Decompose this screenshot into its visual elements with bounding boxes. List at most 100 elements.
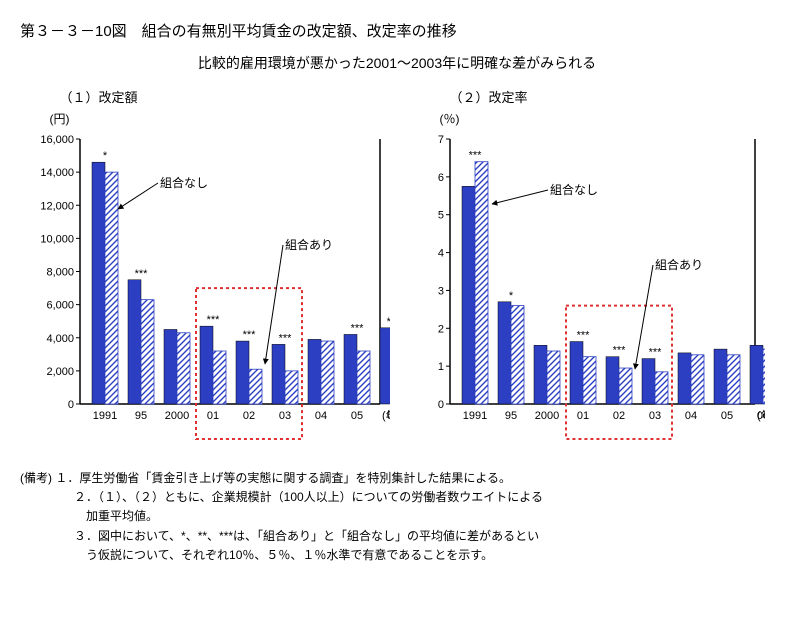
bar-without bbox=[141, 300, 154, 404]
bar-with bbox=[534, 345, 547, 404]
bar-without bbox=[727, 355, 740, 404]
bar-without bbox=[547, 351, 560, 404]
bar-without bbox=[285, 371, 298, 404]
bar-with bbox=[380, 328, 390, 404]
sig-marker: * bbox=[102, 150, 107, 162]
svg-text:16,000: 16,000 bbox=[40, 134, 74, 146]
bar-with bbox=[164, 329, 177, 404]
bar-with bbox=[344, 334, 357, 404]
chart-2-heading: （２）改定率 bbox=[450, 87, 765, 106]
bar-with bbox=[462, 186, 475, 404]
svg-text:0: 0 bbox=[437, 399, 443, 411]
figure-title: 第３－３－10図 組合の有無別平均賃金の改定額、改定率の推移 bbox=[20, 20, 774, 41]
bar-with bbox=[606, 357, 619, 404]
chart-1-block: （１）改定額 (円) 0 2,000 4,000 6,000 8,000 10,000 12… bbox=[30, 87, 390, 459]
bar-with bbox=[200, 326, 213, 404]
x-label: 02 bbox=[612, 410, 624, 422]
x-label: 1991 bbox=[462, 410, 486, 422]
bar-without bbox=[583, 357, 596, 404]
x-label: 01 bbox=[206, 410, 218, 422]
x-label: 05 bbox=[720, 410, 732, 422]
notes-block: (備考) １．厚生労働省「賃金引き上げ等の実態に関する調査」を特別集計した結果に… bbox=[20, 469, 774, 565]
svg-text:7: 7 bbox=[437, 134, 443, 146]
sig-marker: *** bbox=[242, 329, 256, 341]
sig-marker: *** bbox=[134, 268, 148, 280]
x-label: 95 bbox=[134, 410, 146, 422]
svg-text:3: 3 bbox=[437, 285, 443, 297]
note-line: (備考) １．厚生労働省「賃金引き上げ等の実態に関する調査」を特別集計した結果に… bbox=[20, 469, 774, 488]
bar-without bbox=[475, 162, 488, 404]
svg-text:12,000: 12,000 bbox=[40, 200, 74, 212]
bar-without bbox=[249, 369, 262, 404]
chart-2-ylabel: (％) bbox=[440, 110, 765, 127]
x-label: 01 bbox=[576, 410, 588, 422]
arrow-without bbox=[118, 183, 158, 209]
bar-with bbox=[714, 349, 727, 404]
x-label: 04 bbox=[684, 410, 696, 422]
x-label: 02 bbox=[242, 410, 254, 422]
bar-without bbox=[691, 355, 704, 404]
chart-1-svg: 0 2,000 4,000 6,000 8,000 10,000 12,000 14,000 1… bbox=[30, 129, 390, 459]
bar-with bbox=[236, 341, 249, 404]
bar-with bbox=[678, 353, 691, 404]
chart-2-svg: 01234567*************1991952000010203040… bbox=[420, 129, 765, 459]
annot-without: 組合なし bbox=[160, 175, 208, 190]
bar-without bbox=[763, 349, 765, 404]
annot-with: 組合あり bbox=[285, 237, 333, 252]
x-label: 2000 bbox=[164, 410, 188, 422]
x-label: 2000 bbox=[534, 410, 558, 422]
x-label: 04 bbox=[314, 410, 326, 422]
bar-without bbox=[177, 333, 190, 404]
sig-marker: *** bbox=[278, 332, 292, 344]
x-label: 05 bbox=[350, 410, 362, 422]
annot-without: 組合なし bbox=[550, 182, 598, 197]
bar-without bbox=[655, 372, 668, 404]
sig-marker: *** bbox=[386, 316, 389, 328]
bar-with bbox=[642, 359, 655, 404]
sig-marker: * bbox=[508, 290, 513, 302]
x-label: 03 bbox=[648, 410, 660, 422]
chart-1-heading: （１）改定額 bbox=[60, 87, 390, 106]
svg-text:6,000: 6,000 bbox=[46, 300, 74, 312]
x-label: 95 bbox=[504, 410, 516, 422]
bar-without bbox=[321, 341, 334, 404]
note-line: 加重平均値。 bbox=[74, 507, 774, 526]
svg-text:2,000: 2,000 bbox=[46, 366, 74, 378]
bar-with bbox=[498, 302, 511, 404]
arrow-without bbox=[492, 190, 548, 204]
annot-with: 組合あり bbox=[655, 257, 703, 272]
svg-text:8,000: 8,000 bbox=[46, 267, 74, 279]
svg-text:10,000: 10,000 bbox=[40, 233, 74, 245]
x-label: 03 bbox=[278, 410, 290, 422]
svg-text:4: 4 bbox=[437, 248, 443, 260]
figure-subtitle: 比較的雇用環境が悪かった2001～2003年に明確な差がみられる bbox=[20, 53, 774, 73]
bar-without bbox=[619, 368, 632, 404]
chart-2-block: （２）改定率 (％) 01234567*************19919520… bbox=[420, 87, 765, 459]
bar-with bbox=[570, 342, 583, 404]
sig-marker: *** bbox=[468, 150, 482, 162]
svg-text:6: 6 bbox=[437, 172, 443, 184]
svg-text:1: 1 bbox=[437, 361, 443, 373]
svg-text:5: 5 bbox=[437, 210, 443, 222]
bar-without bbox=[105, 172, 118, 404]
sig-marker: *** bbox=[206, 314, 220, 326]
bar-without bbox=[213, 351, 226, 404]
bar-without bbox=[511, 306, 524, 404]
bar-with bbox=[92, 162, 105, 404]
x-label: 1991 bbox=[92, 410, 116, 422]
svg-text:14,000: 14,000 bbox=[40, 167, 74, 179]
bar-without bbox=[357, 351, 370, 404]
sig-marker: *** bbox=[648, 347, 662, 359]
svg-text:0: 0 bbox=[67, 399, 73, 411]
bar-with bbox=[272, 344, 285, 404]
sig-marker: *** bbox=[576, 330, 590, 342]
svg-text:2: 2 bbox=[437, 323, 443, 335]
note-line: ２．（１）、（２）ともに、企業規模計（100人以上）についての労働者数ウエイトに… bbox=[74, 488, 774, 507]
bar-with bbox=[750, 345, 763, 404]
chart-1-ylabel: (円) bbox=[50, 110, 390, 127]
sig-marker: *** bbox=[350, 322, 364, 334]
svg-text:4,000: 4,000 bbox=[46, 333, 74, 345]
x-axis-unit: (年) bbox=[757, 408, 765, 422]
x-axis-unit: (年) bbox=[382, 408, 390, 422]
note-line: う仮説について、それぞれ10％、５％、１％水準で有意であることを示す。 bbox=[74, 546, 774, 565]
